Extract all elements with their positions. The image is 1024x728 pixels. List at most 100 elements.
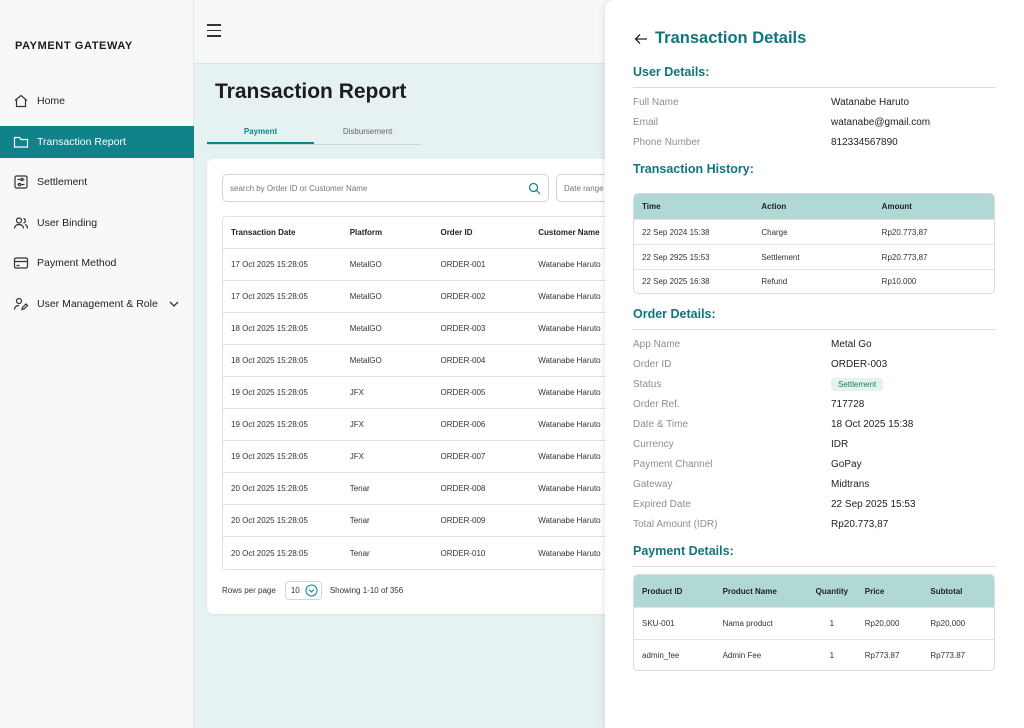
tab-bar: Payment Disbursement	[207, 124, 421, 145]
cell-product-name: Nama product	[722, 619, 773, 628]
cell-customer: Watanabe Haruto	[538, 292, 601, 301]
cell-date: 19 Oct 2025 15:28:05	[231, 388, 308, 397]
cell-date: 19 Oct 2025 15:28:05	[231, 452, 308, 461]
detail-row: App Name Metal Go	[633, 334, 996, 354]
table-row[interactable]: 20 Oct 2025 15:28:05 Tenar ORDER-008 Watana…	[223, 473, 622, 505]
column-header: Transaction Date	[231, 228, 296, 237]
payment-table: Product ID Product Name Quantity Price S…	[633, 574, 995, 671]
tab-payment[interactable]: Payment	[207, 124, 314, 144]
cell-order-id: ORDER-010	[440, 548, 486, 558]
cell-quantity: 1	[829, 619, 835, 628]
detail-value: Midtrans	[831, 478, 870, 490]
cell-platform: MetalGO	[349, 356, 382, 365]
column-header: Price	[864, 586, 885, 596]
detail-label: Currency	[633, 438, 674, 450]
table-row[interactable]: 19 Oct 2025 15:28:05 JFX ORDER-006 Watanabe…	[223, 409, 622, 441]
detail-row: Order ID ORDER-003	[633, 354, 996, 374]
cell-order-id: ORDER-005	[440, 388, 486, 397]
sidebar-item-user-binding[interactable]: User Binding	[0, 207, 194, 239]
sidebar-item-label: Settlement	[37, 176, 88, 188]
sidebar-item-settlement[interactable]: Settlement	[0, 166, 194, 198]
cell-customer: Watanabe Haruto	[538, 388, 601, 397]
cell-quantity: 1	[829, 650, 835, 660]
table-row[interactable]: 20 Oct 2025 15:28:05 Tenar ORDER-010 Watana…	[223, 537, 622, 569]
table-row[interactable]: 19 Oct 2025 15:28:05 JFX ORDER-005 Watanabe…	[223, 377, 622, 409]
table-header: Product ID Product Name Quantity Price S…	[634, 575, 994, 607]
sidebar-item-home[interactable]: Home	[0, 85, 194, 117]
card-icon	[13, 255, 29, 271]
table-row[interactable]: 18 Oct 2025 15:28:05 MetalGO ORDER-003 Wata…	[223, 313, 622, 345]
back-arrow-icon[interactable]	[633, 31, 649, 47]
chevron-down-icon[interactable]	[168, 298, 180, 310]
sidebar-item-transaction-report[interactable]: Transaction Report	[0, 125, 194, 158]
cell-action: Charge	[761, 227, 788, 237]
tab-disbursement[interactable]: Disbursement	[342, 127, 393, 136]
detail-label: Payment Channel	[633, 458, 713, 470]
cell-product-id: SKU-001	[642, 619, 675, 628]
cell-time: 22 Sep 2925 15:53	[642, 252, 710, 262]
rows-per-page-label: Rows per page	[222, 586, 276, 595]
cell-date: 20 Oct 2025 15:28:05	[231, 484, 308, 493]
detail-row: Gateway Midtrans	[633, 474, 996, 494]
cell-customer: Watanabe Haruto	[538, 452, 601, 461]
cell-action: Refund	[761, 277, 788, 286]
cell-customer: Watanabe Haruto	[538, 324, 601, 333]
divider	[633, 87, 996, 88]
cell-order-id: ORDER-003	[440, 324, 486, 333]
table-row[interactable]: 17 Oct 2025 15:28:05 MetalGO ORDER-001 Wata…	[223, 249, 622, 281]
search-input[interactable]: search by Order ID or Customer Name	[222, 174, 549, 202]
table-row: admin_fee Admin Fee 1 Rp773.87 Rp773.87	[634, 639, 994, 670]
cell-platform: Tenar	[349, 548, 370, 558]
detail-value: Metal Go	[831, 338, 872, 350]
cell-order-id: ORDER-008	[440, 484, 486, 493]
cell-order-id: ORDER-007	[440, 452, 486, 461]
cell-date: 17 Oct 2025 15:28:05	[231, 292, 308, 301]
folder-icon	[13, 134, 29, 150]
sidebar-item-label: Payment Method	[37, 257, 117, 269]
brand-logo: PAYMENT GATEWAY	[15, 40, 133, 52]
column-header: Platform	[349, 228, 383, 237]
table-row[interactable]: 17 Oct 2025 15:28:05 MetalGO ORDER-002 Wata…	[223, 281, 622, 313]
sidebar-item-payment-method[interactable]: Payment Method	[0, 247, 194, 279]
detail-label: Gateway	[633, 478, 673, 490]
cell-date: 18 Oct 2025 15:28:05	[231, 356, 308, 365]
rows-per-page-select[interactable]: 10	[284, 581, 322, 600]
column-header: Action	[761, 202, 787, 211]
chevron-down-icon	[305, 584, 318, 597]
detail-value: ORDER-003	[831, 358, 888, 370]
sliders-icon	[13, 174, 29, 190]
cell-order-id: ORDER-009	[440, 516, 486, 525]
cell-customer: Watanabe Haruto	[538, 516, 601, 525]
cell-date: 19 Oct 2025 15:28:05	[231, 420, 308, 429]
divider	[633, 329, 996, 330]
cell-customer: Watanabe Haruto	[538, 420, 601, 429]
sidebar-item-user-management[interactable]: User Management & Role	[0, 288, 194, 320]
detail-value: Rp20.773,87	[831, 518, 889, 530]
home-icon	[13, 93, 29, 109]
date-range-input[interactable]: Date range	[556, 174, 627, 202]
detail-value: watanabe@gmail.com	[831, 116, 931, 128]
table-row[interactable]: 18 Oct 2025 15:28:05 MetalGO ORDER-004 Wata…	[223, 345, 622, 377]
table-header: Time Action Amount	[634, 194, 994, 219]
detail-label: App Name	[633, 338, 681, 350]
detail-label: Full Name	[633, 96, 679, 108]
detail-label: Date & Time	[633, 418, 689, 430]
cell-platform: JFX	[349, 452, 364, 461]
page-title: Transaction Report	[215, 80, 407, 103]
table-row[interactable]: 20 Oct 2025 15:28:05 Tenar ORDER-009 Watana…	[223, 505, 622, 537]
table-row: 22 Sep 2024 15:38 Charge Rp20.773,87	[634, 219, 994, 244]
search-icon	[528, 182, 541, 195]
menu-icon[interactable]	[207, 24, 221, 38]
table-row[interactable]: 19 Oct 2025 15:28:05 JFX ORDER-007 Watanabe…	[223, 441, 622, 473]
cell-subtotal: Rp773.87	[930, 650, 966, 660]
table-row: SKU-001 Nama product 1 Rp20,000 Rp20,000	[634, 607, 994, 639]
cell-date: 20 Oct 2025 15:28:05	[231, 516, 308, 525]
cell-price: Rp773.87	[864, 650, 900, 660]
divider	[633, 566, 996, 567]
table-row: 22 Sep 2025 16:38 Refund Rp10.000	[634, 269, 994, 293]
users-icon	[13, 215, 29, 231]
cell-customer: Watanabe Haruto	[538, 356, 601, 365]
cell-customer: Watanabe Haruto	[538, 260, 601, 269]
cell-date: 17 Oct 2025 15:28:05	[231, 260, 308, 269]
date-range-placeholder: Date range	[564, 184, 604, 193]
